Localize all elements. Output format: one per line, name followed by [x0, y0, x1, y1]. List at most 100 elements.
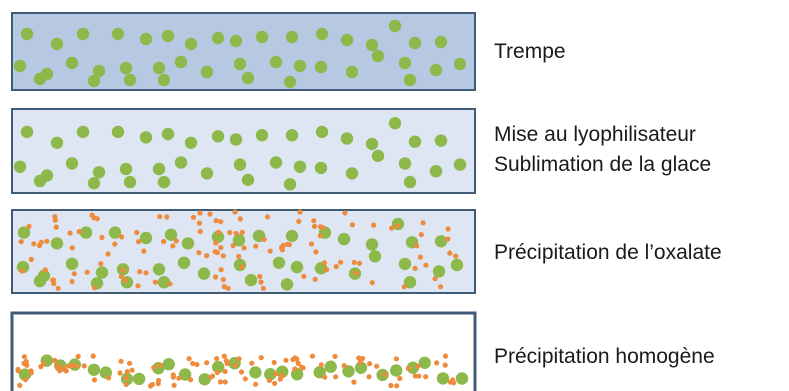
oxalate-speck — [23, 358, 29, 365]
oxalate-speck — [258, 355, 264, 361]
oxalate-speck — [324, 267, 330, 273]
grain-green — [119, 162, 133, 176]
grain-green — [184, 136, 198, 149]
grain-green — [276, 365, 289, 378]
oxalate-speck — [134, 229, 140, 236]
step-label-precipitation-homogene: Précipitation homogène — [494, 342, 715, 372]
grain-green — [200, 65, 214, 79]
grain-green — [212, 360, 225, 374]
grain-green — [174, 156, 188, 169]
grain-green — [340, 132, 354, 145]
step-label-line: Sublimation de la glace — [494, 153, 712, 176]
oxalate-speck — [38, 239, 44, 245]
oxalate-speck — [52, 357, 58, 363]
oxalate-speck — [397, 375, 403, 382]
oxalate-speck — [227, 229, 233, 236]
oxalate-speck — [220, 277, 226, 283]
grain-green — [174, 55, 188, 69]
grain-green — [290, 260, 304, 274]
oxalate-speck — [311, 223, 318, 229]
grain-green — [17, 226, 31, 239]
oxalate-speck — [19, 268, 25, 274]
grain-green — [157, 276, 171, 289]
grain-green — [50, 237, 64, 250]
oxalate-speck — [285, 241, 291, 247]
oxalate-speck — [197, 210, 203, 216]
grain-green — [455, 372, 469, 385]
grain-green — [269, 156, 283, 169]
oxalate-speck — [374, 363, 380, 369]
oxalate-speck — [22, 377, 29, 383]
panel-precipitation-homogene-particles — [15, 353, 469, 389]
oxalate-speck — [260, 285, 266, 291]
oxalate-speck — [76, 229, 82, 235]
oxalate-speck — [283, 357, 289, 363]
grain-green — [272, 256, 286, 269]
oxalate-speck — [70, 363, 76, 369]
panel-precipitation-oxalate — [11, 209, 476, 294]
oxalate-speck — [135, 283, 141, 289]
oxalate-speck — [232, 209, 238, 215]
step-label-lyophilisation: Mise au lyophilisateur Sublimation de la… — [494, 120, 711, 180]
oxalate-speck — [123, 375, 129, 381]
oxalate-speck — [21, 354, 27, 360]
grain-green — [50, 136, 64, 149]
grain-green — [388, 117, 402, 130]
grain-green — [232, 234, 246, 247]
step-label-trempe: Trempe — [494, 37, 566, 67]
oxalate-speck — [71, 271, 77, 277]
grain-green — [434, 134, 448, 147]
oxalate-speck — [197, 228, 203, 235]
oxalate-speck — [212, 274, 219, 280]
grain-green — [315, 125, 329, 139]
oxalate-speck — [42, 267, 48, 273]
grain-green — [264, 368, 277, 381]
oxalate-speck — [98, 261, 104, 267]
oxalate-speck — [239, 229, 245, 235]
oxalate-speck — [176, 375, 182, 381]
oxalate-speck — [213, 218, 219, 224]
grain-green — [269, 55, 283, 69]
panel-precipitation-oxalate-particles — [16, 209, 464, 291]
oxalate-speck — [394, 223, 401, 229]
oxalate-speck — [447, 250, 453, 256]
grain-green — [324, 360, 337, 373]
grain-green — [403, 175, 417, 189]
oxalate-speck — [136, 239, 142, 245]
oxalate-speck — [415, 363, 421, 369]
oxalate-speck — [417, 254, 423, 260]
oxalate-speck — [212, 249, 218, 255]
oxalate-speck — [308, 241, 315, 247]
oxalate-speck — [356, 355, 362, 361]
grain-green — [13, 160, 27, 173]
grain-green — [233, 57, 247, 71]
grain-green — [139, 231, 153, 245]
oxalate-speck — [170, 374, 176, 380]
grain-green — [403, 276, 417, 289]
oxalate-speck — [290, 357, 296, 363]
oxalate-speck — [67, 230, 73, 236]
oxalate-speck — [214, 369, 220, 376]
grain-green — [314, 161, 328, 175]
grain-green — [285, 129, 299, 142]
grain-green — [342, 365, 355, 378]
oxalate-speck — [297, 209, 303, 215]
oxalate-speck — [432, 276, 438, 282]
oxalate-speck — [418, 232, 424, 238]
oxalate-speck — [445, 226, 451, 232]
oxalate-speck — [194, 361, 200, 368]
oxalate-speck — [241, 245, 247, 251]
oxalate-speck — [311, 218, 317, 224]
oxalate-speck — [258, 279, 264, 285]
oxalate-speck — [321, 260, 327, 266]
oxalate-speck — [236, 356, 242, 362]
oxalate-speck — [117, 370, 123, 376]
grain-green — [164, 228, 178, 241]
grain-green — [429, 165, 443, 178]
oxalate-speck — [167, 281, 173, 287]
step-label-line: Trempe — [494, 40, 566, 63]
oxalate-speck — [152, 279, 158, 285]
oxalate-speck — [272, 380, 278, 386]
oxalate-speck — [137, 269, 143, 275]
oxalate-speck — [225, 285, 231, 291]
